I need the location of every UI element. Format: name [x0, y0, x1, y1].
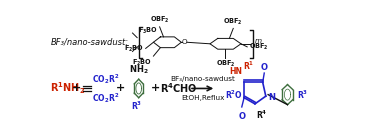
Text: +: + — [72, 83, 81, 93]
Text: $\mathbf{R^2O}$: $\mathbf{R^2O}$ — [225, 88, 243, 101]
Text: $\mathbf{R^3}$: $\mathbf{R^3}$ — [297, 88, 308, 101]
Text: $\mathbf{CO_2R^2}$: $\mathbf{CO_2R^2}$ — [92, 91, 119, 105]
Text: +: + — [151, 83, 160, 93]
Text: $\mathbf{R^1}$: $\mathbf{R^1}$ — [243, 59, 254, 72]
Text: $\mathbf{NH_2}$: $\mathbf{NH_2}$ — [129, 64, 149, 76]
Text: $\mathbf{F_2BO}$: $\mathbf{F_2BO}$ — [132, 58, 152, 68]
Text: BF₃/nano-sawdust: BF₃/nano-sawdust — [170, 76, 235, 82]
Text: $\mathbf{OBF_2}$: $\mathbf{OBF_2}$ — [215, 59, 235, 69]
Text: +: + — [116, 83, 125, 93]
Text: $\mathbf{F_2BO}$: $\mathbf{F_2BO}$ — [124, 43, 144, 53]
Text: BF₃/nano-sawdust:: BF₃/nano-sawdust: — [50, 38, 129, 47]
Text: N: N — [268, 93, 275, 102]
Text: $\mathbf{R^1NH_2}$: $\mathbf{R^1NH_2}$ — [50, 81, 85, 96]
Text: $m$: $m$ — [254, 38, 263, 45]
Text: O: O — [261, 63, 268, 72]
Text: $\mathbf{OBF_2}$: $\mathbf{OBF_2}$ — [249, 42, 268, 52]
Text: HN: HN — [229, 67, 243, 76]
Text: $\mathbf{R^4CHO}$: $\mathbf{R^4CHO}$ — [160, 82, 197, 95]
Text: EtOH,Reflux: EtOH,Reflux — [181, 95, 224, 101]
Text: $\mathbf{CO_2R^2}$: $\mathbf{CO_2R^2}$ — [92, 72, 119, 86]
Text: $\mathbf{R^4}$: $\mathbf{R^4}$ — [257, 109, 268, 121]
Text: $\mathbf{R^3}$: $\mathbf{R^3}$ — [131, 100, 142, 112]
Text: $\mathbf{F_3BO}$: $\mathbf{F_3BO}$ — [138, 26, 158, 36]
Text: O: O — [181, 39, 187, 45]
Text: $\mathbf{OBF_2}$: $\mathbf{OBF_2}$ — [223, 17, 243, 27]
Text: $\mathbf{OBF_2}$: $\mathbf{OBF_2}$ — [150, 15, 169, 25]
Text: O: O — [238, 112, 245, 121]
